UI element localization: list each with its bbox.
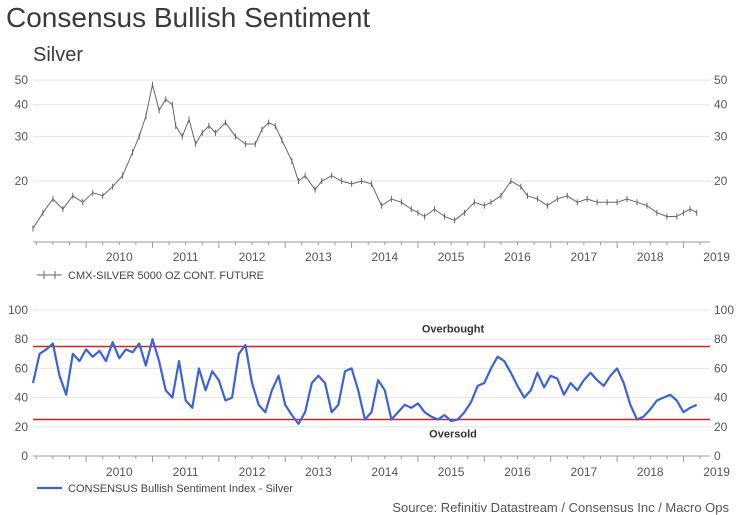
x-tick-label: 2011 (173, 250, 199, 264)
x-tick-label: 2011 (173, 465, 199, 479)
y-tick-label-left: 100 (8, 303, 28, 317)
source-note: Source: Refinitiv Datastream / Consensus… (392, 500, 729, 515)
x-tick-label: 2010 (106, 250, 133, 264)
chart-subtitle: Silver (33, 44, 84, 66)
y-tick-label-left: 0 (21, 449, 28, 463)
y-tick-label-left: 30 (15, 129, 29, 143)
y-tick-label-right: 100 (714, 303, 734, 317)
sentiment-panel: 0 0 20 20 40 40 60 60 80 80 100 100 2010 2011 2012 2013… (8, 303, 734, 495)
y-tick-label-right: 40 (714, 391, 728, 405)
x-tick-label: 2015 (438, 250, 465, 264)
y-tick-label-left: 80 (15, 332, 29, 346)
threshold-label: Overbought (422, 324, 485, 336)
y-tick-label-right: 20 (714, 174, 728, 188)
y-tick-label-left: 20 (15, 174, 29, 188)
x-tick-label: 2017 (571, 250, 598, 264)
x-tick-label: 2019 (703, 250, 730, 264)
threshold-label: Oversold (429, 429, 477, 441)
price-panel: 20 20 30 30 40 40 50 50 2010 2011 2012 2013 2014 2015… (15, 73, 731, 282)
x-tick-label: 2019 (703, 465, 730, 479)
y-tick-label-left: 40 (15, 98, 29, 112)
x-tick-label: 2018 (637, 250, 664, 264)
y-tick-label-right: 20 (714, 420, 728, 434)
y-tick-label-right: 40 (714, 98, 728, 112)
x-tick-label: 2018 (637, 465, 664, 479)
y-tick-label-right: 80 (714, 332, 728, 346)
y-tick-label-left: 40 (15, 391, 29, 405)
x-tick-label: 2015 (438, 465, 465, 479)
series-line (31, 338, 698, 425)
y-tick-label-left: 60 (15, 361, 29, 375)
y-tick-label-left: 50 (15, 73, 29, 87)
x-tick-label: 2013 (305, 250, 332, 264)
legend-label: CMX-SILVER 5000 OZ CONT. FUTURE (68, 270, 264, 282)
legend-label: CONSENSUS Bullish Sentiment Index - Silv… (68, 483, 293, 495)
y-tick-label-left: 20 (15, 420, 29, 434)
chart-title: Consensus Bullish Sentiment (6, 2, 371, 33)
x-tick-label: 2016 (504, 465, 531, 479)
y-tick-label-right: 0 (714, 449, 721, 463)
x-tick-label: 2014 (371, 465, 398, 479)
y-tick-label-right: 60 (714, 361, 728, 375)
x-tick-label: 2013 (305, 465, 332, 479)
x-tick-label: 2012 (239, 465, 266, 479)
x-tick-label: 2016 (504, 250, 531, 264)
y-tick-label-right: 30 (714, 129, 728, 143)
x-tick-label: 2012 (239, 250, 266, 264)
x-tick-label: 2010 (106, 465, 133, 479)
series-line (32, 84, 697, 229)
y-tick-label-right: 50 (714, 73, 728, 87)
x-tick-label: 2017 (571, 465, 598, 479)
x-tick-label: 2014 (371, 250, 398, 264)
